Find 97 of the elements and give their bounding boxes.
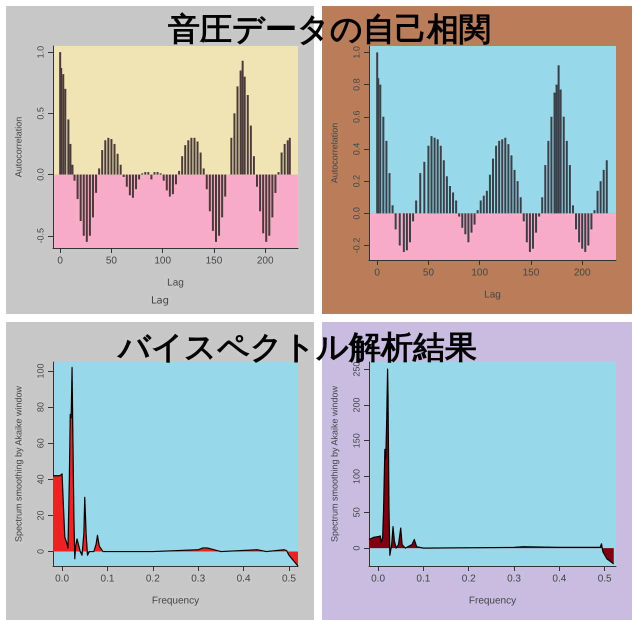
x-tick-label: 0.2 [146,574,160,584]
x-tick-label: 0.5 [598,574,612,584]
y-tick-label: 20 [36,510,46,520]
bar [467,213,470,242]
bar [284,144,286,175]
y-tick-label: 1.0 [352,46,362,59]
x-tick-label: 0.3 [507,574,522,584]
bar [86,174,88,242]
x-tick-label: 50 [422,268,434,278]
y-tick-label: 40 [36,474,46,484]
y-tick-label: 0.5 [36,107,46,120]
x-tick-label: 50 [106,256,118,266]
x-axis-title: Lag [167,278,184,288]
bar [265,174,268,242]
y-axis-title: Spectrum smoothing by Akaike window [14,385,24,542]
y-tick-label: -0.5 [36,228,46,244]
x-axis-title: Lag [484,290,501,300]
bar [406,213,408,250]
x-axis-title: Frequency [468,596,516,606]
x-tick-label: 0 [374,268,380,278]
y-tick-label: 1.0 [36,46,46,58]
x-tick-label: 0.4 [236,574,251,584]
x-tick-label: 150 [206,256,223,266]
bar [193,138,196,175]
x-tick-label: 0.2 [462,574,476,584]
x-tick-label: 150 [522,268,540,278]
x-tick-label: 0.0 [371,574,386,584]
bar [419,173,422,214]
x-tick-label: 100 [471,268,488,278]
bar [430,136,433,214]
bar [498,140,500,214]
bar [504,138,506,214]
bar [528,213,531,252]
x-tick-label: 0.1 [416,574,431,584]
bar [150,174,152,180]
text: Lag [150,296,170,306]
bar [156,172,159,175]
x-tick-label: 0.1 [100,574,115,584]
bar [286,140,289,175]
bar [415,200,418,214]
bar [398,213,401,246]
y-tick-label: 250 [352,362,362,377]
bar [532,213,534,249]
x-tick-label: 0.3 [191,574,206,584]
y-tick-label: 0.8 [352,78,362,91]
bar [402,213,405,252]
bar [606,160,608,214]
bar [153,172,156,175]
bar [423,162,426,214]
bar [187,140,190,175]
bar [436,139,439,214]
x-axis-title: Frequency [152,596,200,606]
y-tick-label: 0.2 [352,174,362,188]
y-tick-label: 100 [36,364,46,379]
bar [501,139,504,214]
bar [288,138,291,175]
bar [107,138,110,175]
y-tick-label: 0 [352,546,362,551]
y-tick-label: 0 [36,549,46,554]
bar [434,138,436,214]
y-tick-label: 200 [352,397,362,412]
y-axis-title: Autocorrelation [330,122,340,184]
bar [190,138,192,175]
x-tick-label: 0 [57,256,64,266]
x-tick-label: 0.4 [552,574,567,584]
y-tick-label: -0.2 [352,238,362,254]
bar [168,174,171,197]
bar [104,140,106,175]
bar [128,174,131,196]
y-axis-title: Spectrum smoothing by Akaike window [330,385,340,542]
x-tick-label: 0.0 [55,574,70,584]
bar [584,213,586,252]
x-tick-label: 0.5 [282,574,296,584]
y-tick-label: 0.4 [352,142,362,156]
y-tick-label: 0.6 [352,110,362,124]
y-tick-label: 100 [352,469,362,484]
x-tick-label: 200 [574,268,591,278]
x-tick-label: 200 [256,256,274,266]
y-tick-label: 60 [36,438,46,448]
bar [144,172,146,175]
bar [558,65,560,214]
bar [147,172,150,175]
y-tick-label: 0.0 [36,168,46,181]
bar [132,174,134,198]
y-axis-title: Autocorrelation [14,116,24,178]
x-tick-label: 100 [154,256,172,266]
y-tick-label: 50 [352,507,362,518]
bar [172,174,174,194]
bar [242,60,244,175]
bar [214,174,217,242]
bar [110,139,112,175]
y-tick-label: 150 [352,433,362,448]
y-tick-label: 80 [36,402,46,412]
bar [581,213,584,249]
y-tick-label: 0.0 [352,207,362,220]
bar [394,213,397,230]
bar [196,141,199,175]
